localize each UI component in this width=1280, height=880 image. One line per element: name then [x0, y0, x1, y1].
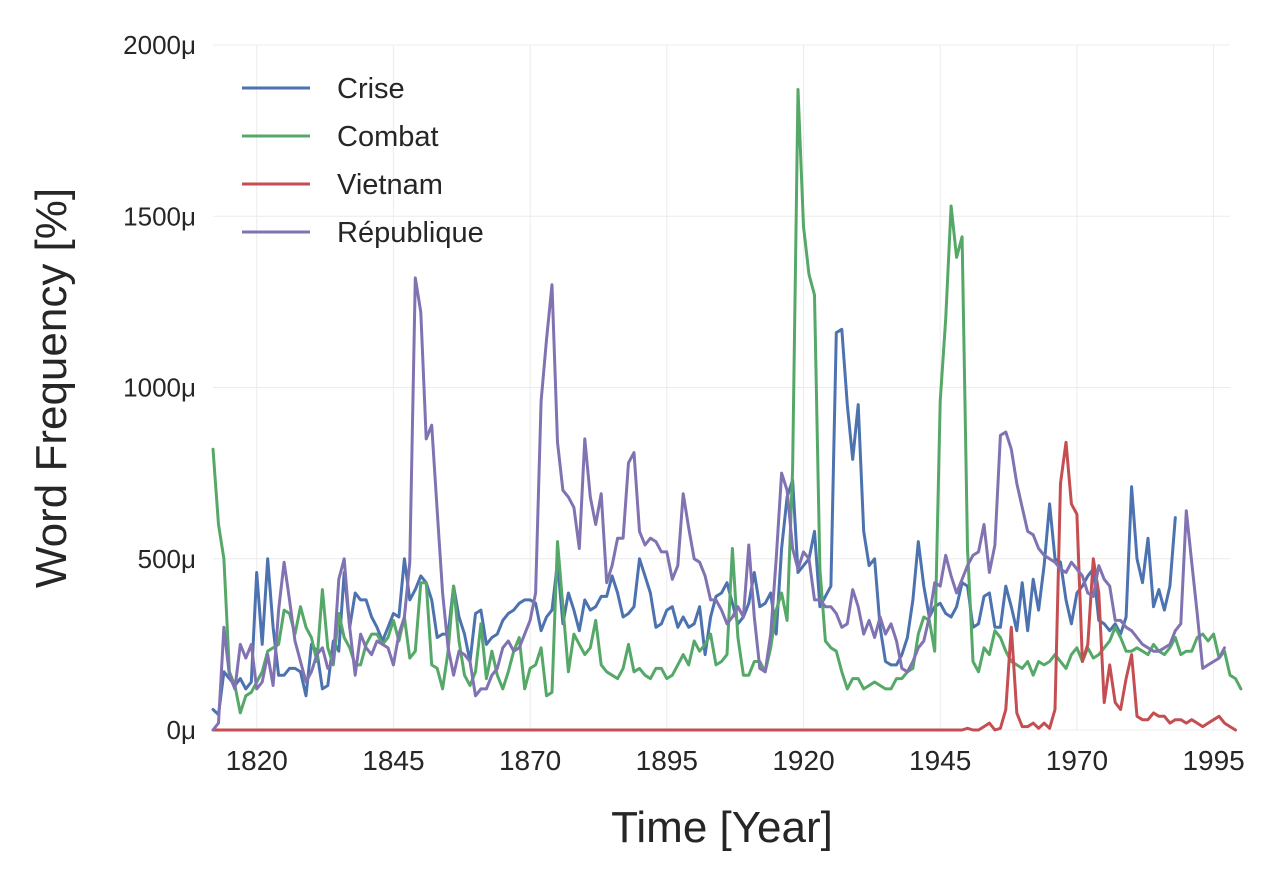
series-line-crise: [211, 327, 1177, 717]
x-tick-label: 1945: [909, 745, 971, 776]
y-axis-ticks: 0μ 500μ 1000μ 1500μ 2000μ: [123, 30, 196, 745]
series-lines: [211, 88, 1243, 732]
grid-lines: [213, 44, 1230, 731]
legend-label-crise: Crise: [337, 73, 405, 105]
x-tick-label: 1920: [772, 745, 834, 776]
legend-label-republique: République: [337, 217, 484, 249]
series-line-vietnam: [211, 440, 1237, 732]
x-axis-ticks: 1820 1845 1870 1895 1920 1945 1970 1995: [226, 745, 1245, 776]
y-tick-label: 1500μ: [123, 201, 196, 231]
y-tick-label: 2000μ: [123, 30, 196, 60]
x-tick-label: 1870: [499, 745, 561, 776]
legend: Crise Combat Vietnam République: [242, 73, 484, 249]
legend-label-vietnam: Vietnam: [337, 169, 443, 201]
x-tick-label: 1820: [226, 745, 288, 776]
y-tick-label: 500μ: [138, 544, 196, 574]
x-tick-label: 1845: [362, 745, 424, 776]
y-tick-label: 1000μ: [123, 373, 196, 403]
series-line-republique: [211, 276, 1226, 732]
x-tick-label: 1995: [1182, 745, 1244, 776]
x-tick-label: 1895: [636, 745, 698, 776]
x-axis-title: Time [Year]: [611, 803, 833, 852]
series-line-combat: [211, 88, 1243, 715]
legend-label-combat: Combat: [337, 121, 439, 153]
y-tick-label: 0μ: [167, 715, 196, 745]
y-axis-title: Word Frequency [%]: [27, 188, 76, 588]
x-tick-label: 1970: [1046, 745, 1108, 776]
